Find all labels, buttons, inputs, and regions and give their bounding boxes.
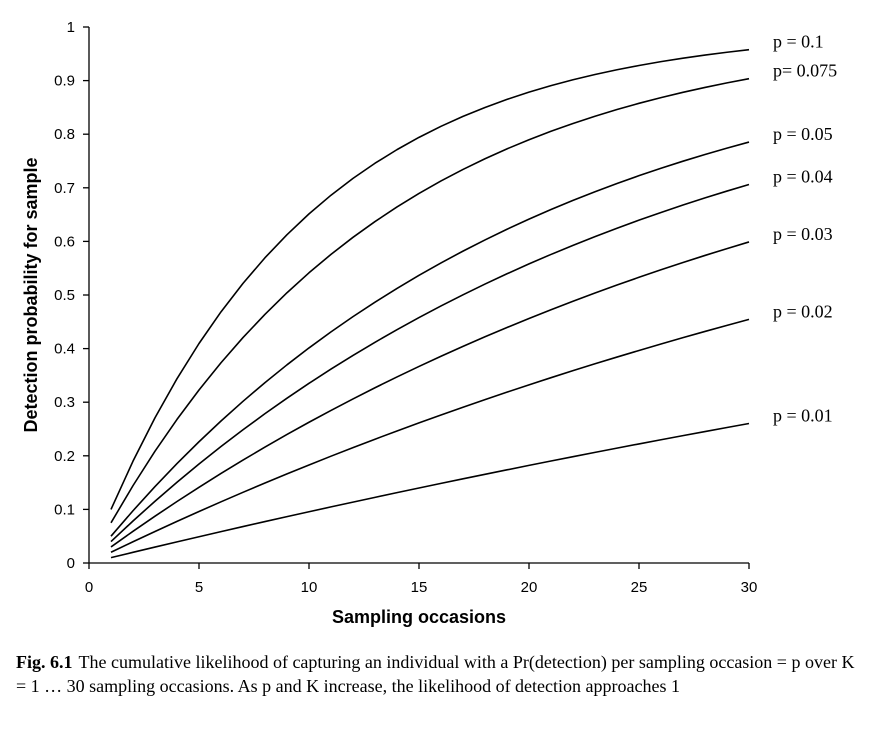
x-tick-label: 30 [741,579,758,596]
figure-caption: Fig. 6.1 The cumulative likelihood of cap… [16,650,866,698]
y-tick-label: 0.5 [54,287,75,304]
y-tick-label: 0.7 [54,180,75,197]
y-tick-label: 0.2 [54,448,75,465]
series-line-2 [110,77,750,524]
chart-series [110,48,750,559]
x-tick-label: 15 [411,579,428,596]
series-label-6: p = 0.02 [773,301,833,321]
series-line-3 [110,141,750,537]
y-tick-label: 0.6 [54,233,75,250]
x-axis-title: Sampling occasions [332,607,506,627]
y-tick-label: 0 [67,555,75,572]
series-label-1: p = 0.1 [773,32,824,52]
chart-axes: 00.10.20.30.40.50.60.70.80.910 5 10 15 20 25 3… [54,19,757,596]
y-tick-label: 0.4 [54,341,75,358]
figure-caption-text: The cumulative likelihood of capturing a… [16,652,855,696]
series-line-4 [110,183,750,543]
y-tick-label: 0.9 [54,73,75,90]
figure-label: Fig. 6.1 [16,652,73,672]
series-label-4: p = 0.04 [773,167,833,187]
series-label-7: p = 0.01 [773,405,833,425]
series-label-5: p = 0.03 [773,224,833,244]
series-line-7 [110,422,750,559]
detection-probability-chart: 00.10.20.30.40.50.60.70.80.910 5 10 15 20 25 3… [21,19,837,627]
y-axis-title: Detection probability for sample [21,157,41,432]
series-label-2: p= 0.075 [773,61,837,81]
series-line-5 [110,241,750,548]
series-label-3: p = 0.05 [773,124,833,144]
x-tick-label: 0 [85,579,93,596]
chart-series-labels: p = 0.1 p= 0.075 p = 0.05 p = 0.04 p = 0.03 p… [773,32,837,426]
x-tick-label: 10 [301,579,318,596]
y-tick-label: 0.1 [54,501,75,518]
y-tick-label: 1 [67,19,75,36]
x-tick-label: 20 [521,579,538,596]
series-line-1 [110,48,750,510]
y-tick-label: 0.3 [54,394,75,411]
series-line-6 [110,318,750,554]
x-tick-label: 25 [631,579,648,596]
y-tick-label: 0.8 [54,126,75,143]
x-tick-label: 5 [195,579,203,596]
